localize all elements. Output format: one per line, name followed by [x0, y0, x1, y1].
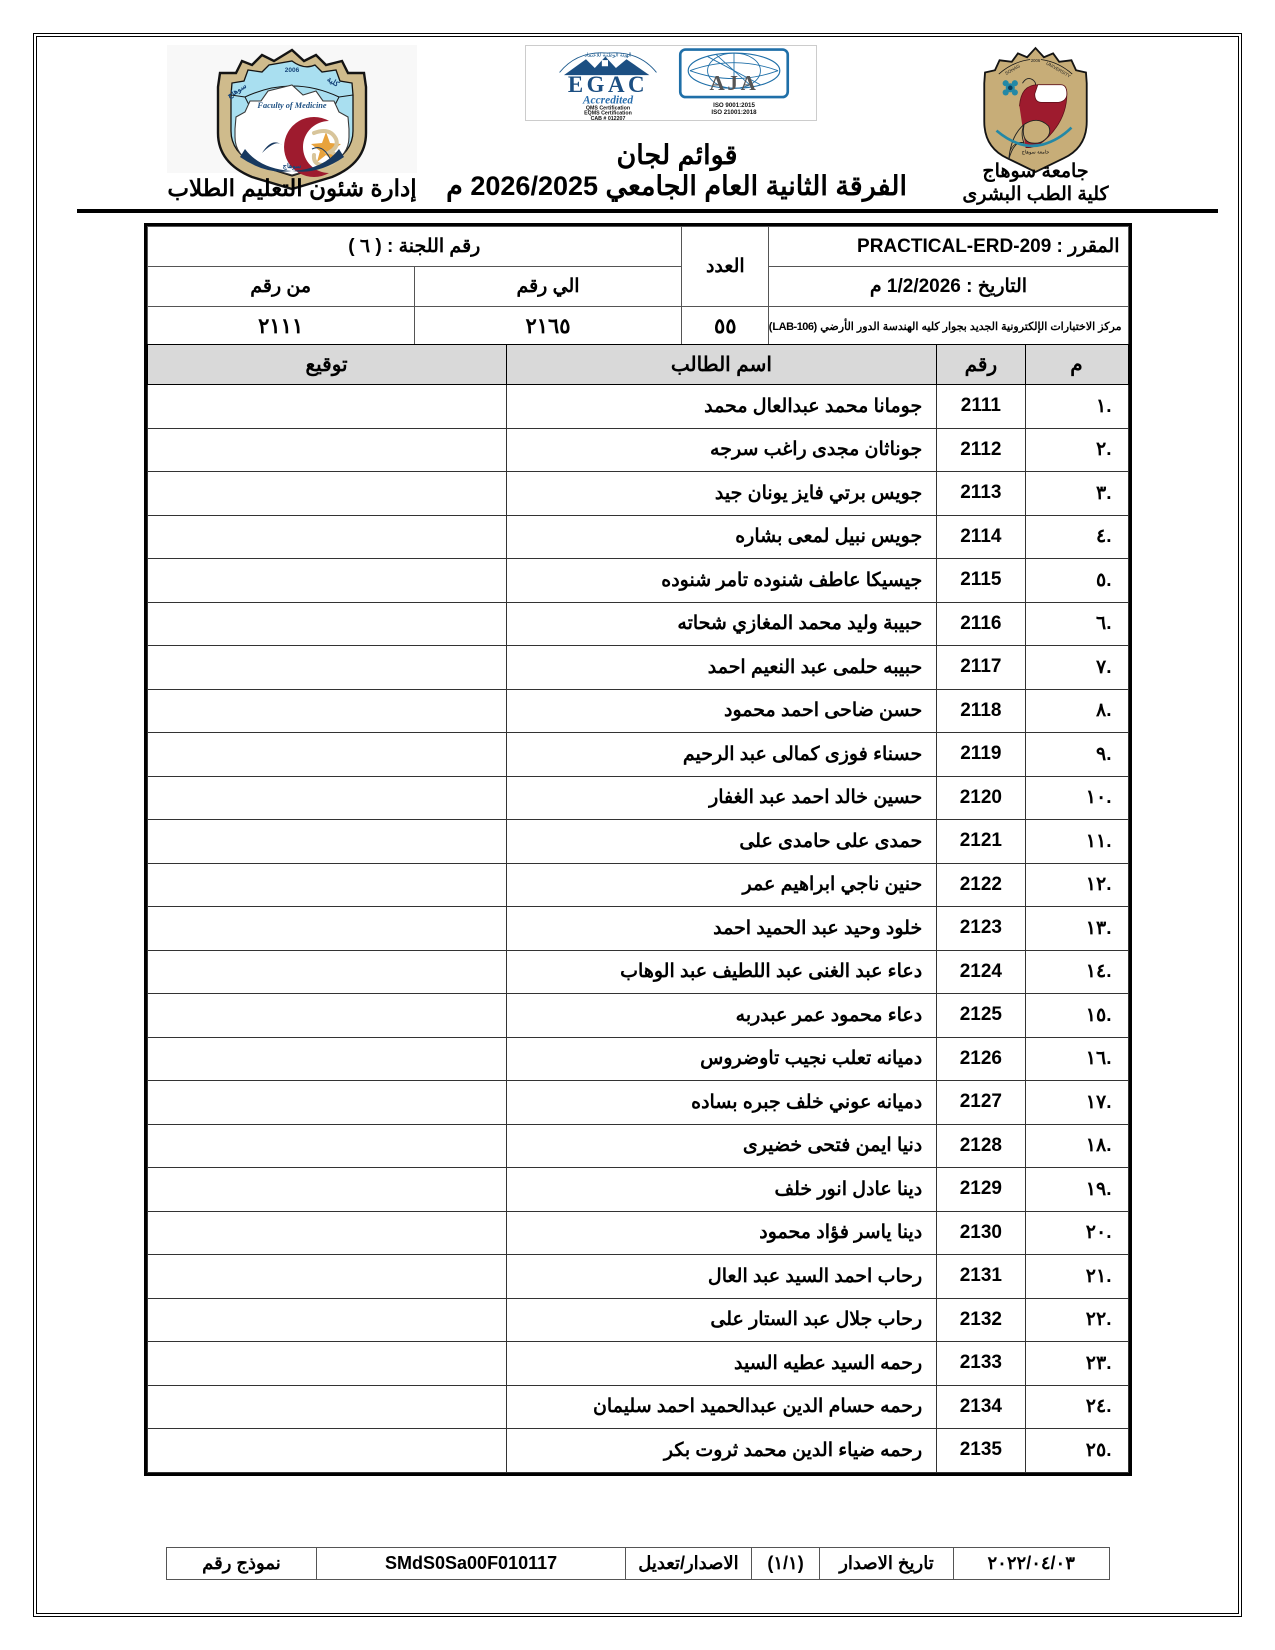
svg-text:2006: 2006: [1031, 58, 1041, 63]
svg-text:ISO 9001:2015: ISO 9001:2015: [713, 102, 755, 109]
svg-text:جامعة سوهاج: جامعة سوهاج: [1022, 150, 1050, 156]
svg-text:Accredited: Accredited: [582, 94, 633, 106]
svg-text:2006: 2006: [285, 67, 300, 74]
svg-text:ISO 21001:2018: ISO 21001:2018: [711, 109, 757, 116]
svg-text:EGAC: EGAC: [568, 72, 648, 97]
svg-text:سوهاج: سوهاج: [283, 162, 302, 170]
svg-text:CAB # 012207: CAB # 012207: [591, 116, 626, 120]
svg-text:الهيئة الوطنية للاعتماد: الهيئة الوطنية للاعتماد: [585, 53, 632, 59]
svg-text:Faculty of Medicine: Faculty of Medicine: [256, 101, 326, 110]
svg-text:AJA: AJA: [709, 71, 758, 95]
